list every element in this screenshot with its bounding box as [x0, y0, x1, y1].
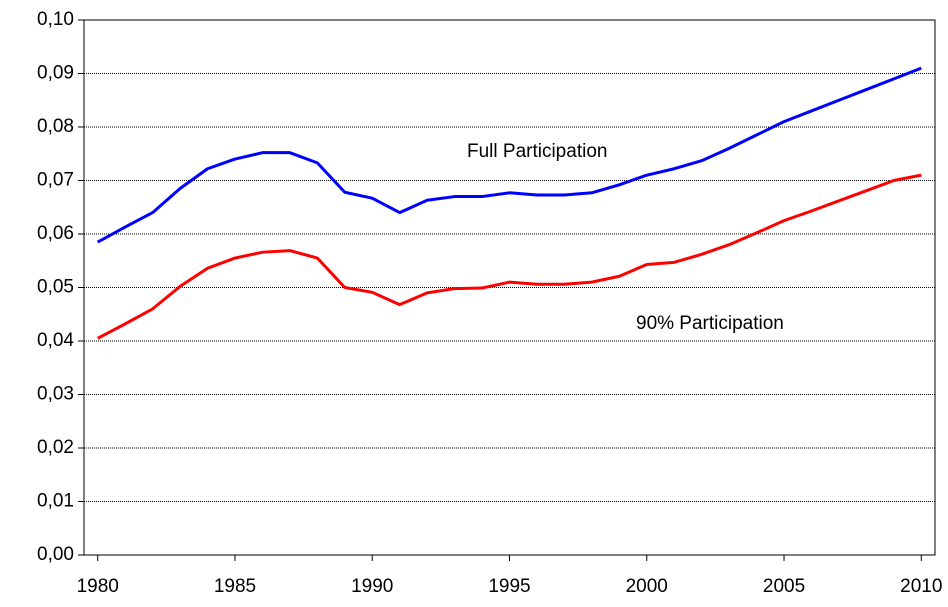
y-tick-label: 0,04 — [37, 330, 74, 351]
y-tick-label: 0,10 — [37, 9, 74, 30]
y-tick-label: 0,09 — [37, 63, 74, 84]
x-tick-label: 1995 — [488, 576, 530, 597]
series-label: 90% Participation — [636, 313, 784, 334]
y-tick-label: 0,07 — [37, 170, 74, 191]
y-tick-label: 0,01 — [37, 491, 74, 512]
y-tick-label: 0,06 — [37, 223, 74, 244]
plot-frame — [83, 19, 936, 556]
y-tick-label: 0,05 — [37, 277, 74, 298]
y-tick-label: 0,03 — [37, 384, 74, 405]
series-line — [97, 173, 922, 340]
x-tick-label: 2000 — [626, 576, 668, 597]
y-tick-label: 0,08 — [37, 116, 74, 137]
y-tick-label: 0,02 — [37, 437, 74, 458]
x-tick-label: 2005 — [763, 576, 805, 597]
series-line — [97, 66, 922, 244]
y-tick-label: 0,00 — [37, 544, 74, 565]
series-label: Full Participation — [467, 141, 607, 162]
x-tick-label: 1985 — [214, 576, 256, 597]
x-tick-label: 2010 — [900, 576, 942, 597]
x-tick-label: 1980 — [77, 576, 119, 597]
x-tick-label: 1990 — [351, 576, 393, 597]
